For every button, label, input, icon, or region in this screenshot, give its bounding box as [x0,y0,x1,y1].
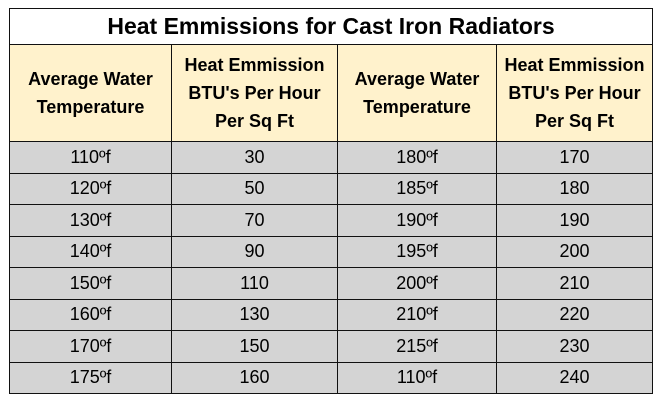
table-cell: 220 [497,299,653,331]
header-avg-water-temp-1: Average Water Temperature [10,45,172,142]
table-cell: 90 [172,236,338,268]
table-cell: 215ºf [338,331,497,363]
page: Heat Emmissions for Cast Iron Radiators … [0,0,661,404]
header-line: Average Water [10,65,171,93]
table-cell: 130 [172,299,338,331]
table-cell: 175ºf [10,362,172,394]
header-row: Average Water Temperature Heat Emmission… [10,45,653,142]
title-row: Heat Emmissions for Cast Iron Radiators [10,9,653,45]
header-heat-emission-1: Heat Emmission BTU's Per Hour Per Sq Ft [172,45,338,142]
heat-emission-table: Heat Emmissions for Cast Iron Radiators … [9,8,653,394]
table-row: 150ºf 110 200ºf 210 [10,268,653,300]
table-cell: 240 [497,362,653,394]
table-row: 140ºf 90 195ºf 200 [10,236,653,268]
table-cell: 70 [172,205,338,237]
header-line: Temperature [338,93,496,121]
table-cell: 140ºf [10,236,172,268]
table-cell: 50 [172,173,338,205]
table-cell: 110ºf [338,362,497,394]
header-avg-water-temp-2: Average Water Temperature [338,45,497,142]
table-cell: 210 [497,268,653,300]
table-cell: 110ºf [10,142,172,174]
header-line: BTU's Per Hour [172,79,337,107]
table-cell: 210ºf [338,299,497,331]
header-line: Average Water [338,65,496,93]
header-line: Heat Emmission [172,51,337,79]
table-cell: 200ºf [338,268,497,300]
table-cell: 195ºf [338,236,497,268]
table-cell: 110 [172,268,338,300]
header-line: Per Sq Ft [172,107,337,135]
table-cell: 185ºf [338,173,497,205]
table-cell: 30 [172,142,338,174]
table-cell: 170ºf [10,331,172,363]
table-cell: 160ºf [10,299,172,331]
table-cell: 150ºf [10,268,172,300]
table-cell: 230 [497,331,653,363]
table-cell: 130ºf [10,205,172,237]
header-line: Per Sq Ft [497,107,652,135]
table-cell: 190ºf [338,205,497,237]
table-cell: 180ºf [338,142,497,174]
table-cell: 170 [497,142,653,174]
table-row: 130ºf 70 190ºf 190 [10,205,653,237]
table-cell: 180 [497,173,653,205]
table-title: Heat Emmissions for Cast Iron Radiators [10,9,653,45]
table-row: 175ºf 160 110ºf 240 [10,362,653,394]
table-row: 160ºf 130 210ºf 220 [10,299,653,331]
table-cell: 190 [497,205,653,237]
table-cell: 120ºf [10,173,172,205]
table-cell: 200 [497,236,653,268]
table-row: 170ºf 150 215ºf 230 [10,331,653,363]
header-line: Temperature [10,93,171,121]
table-cell: 150 [172,331,338,363]
table-row: 120ºf 50 185ºf 180 [10,173,653,205]
header-line: Heat Emmission [497,51,652,79]
header-heat-emission-2: Heat Emmission BTU's Per Hour Per Sq Ft [497,45,653,142]
table-cell: 160 [172,362,338,394]
table-row: 110ºf 30 180ºf 170 [10,142,653,174]
header-line: BTU's Per Hour [497,79,652,107]
